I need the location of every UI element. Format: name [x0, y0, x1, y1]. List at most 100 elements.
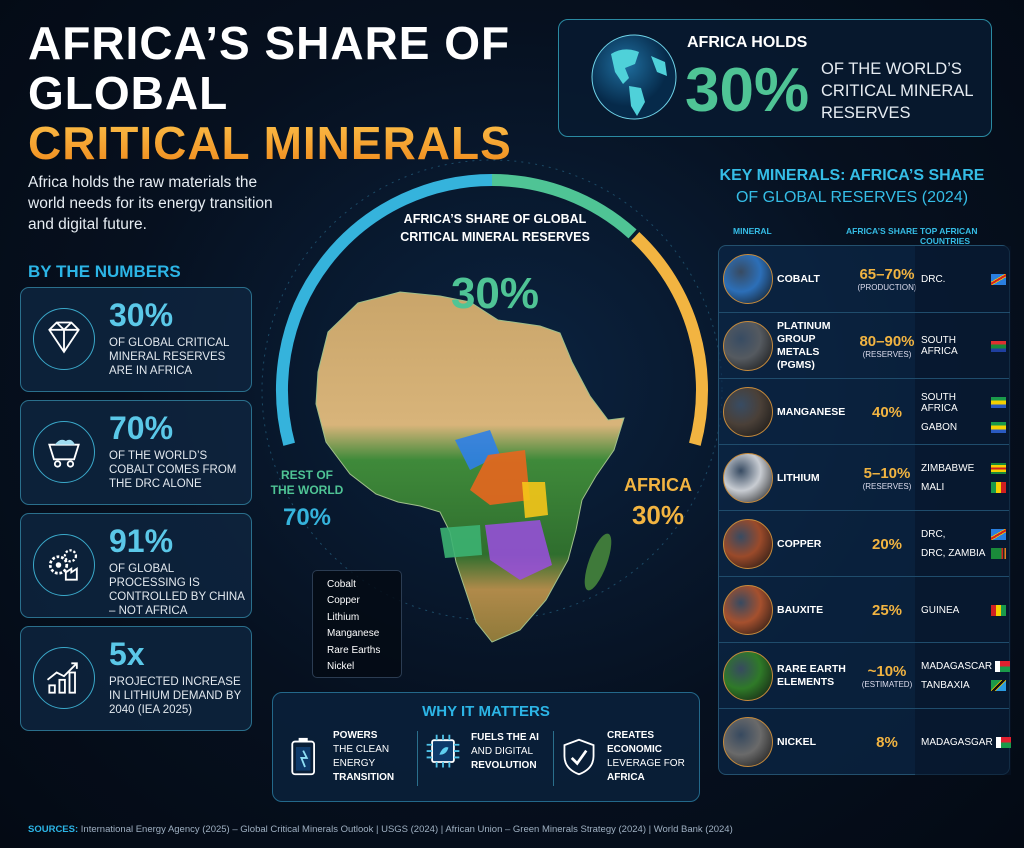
- page-title: AFRICA’S SHARE OF GLOBAL CRITICAL MINERA…: [28, 18, 512, 168]
- mineral-share: 65–70% (PRODUCTION): [857, 246, 916, 312]
- country-name: MALI: [921, 482, 945, 493]
- africa-holds-label: AFRICA HOLDS: [687, 34, 808, 51]
- country-name: DRC,: [921, 529, 946, 540]
- countries-cell: DRC.: [915, 246, 1011, 312]
- mineral-image: [723, 254, 773, 304]
- stat-text: OF GLOBAL CRITICAL MINERAL RESERVES ARE …: [109, 337, 229, 377]
- legend-item: Lithium: [321, 609, 393, 626]
- title-line-1: AFRICA’S SHARE OF: [28, 17, 511, 69]
- countries-cell: SOUTH AFRICA GABON: [915, 379, 1011, 445]
- why-line: REVOLUTION: [471, 760, 537, 771]
- flag-icon: [995, 736, 1011, 748]
- divider: [417, 731, 418, 786]
- share-value: 40%: [871, 403, 903, 421]
- countries-cell: SOUTH AFRICA: [915, 313, 1011, 379]
- why-line: POWERS: [333, 730, 378, 741]
- share-value: 25%: [871, 601, 903, 619]
- mineral-share: 40%: [859, 379, 915, 445]
- region-manganese: [485, 520, 552, 580]
- why-heading: WHY IT MATTERS: [422, 703, 550, 720]
- table-row: NICKEL 8% MADAGASGAR: [719, 708, 1011, 775]
- mineral-name: COBALT: [777, 272, 820, 285]
- header-countries: TOP AFRICAN COUNTRIES: [920, 226, 978, 246]
- flag-icon: [991, 421, 1006, 433]
- country-name: GABON: [921, 421, 958, 433]
- share-value: 8%: [876, 733, 898, 751]
- header-mineral: MINERAL: [733, 226, 772, 236]
- table-row: COBALT 65–70% (PRODUCTION) DRC.: [719, 246, 1011, 312]
- diamond-icon: [33, 308, 95, 370]
- legend-label: Cobalt: [327, 578, 356, 590]
- region-rare-earths: [522, 482, 548, 518]
- mineral-name: PLATINUM GROUP METALS (PGMS): [777, 320, 831, 371]
- stat-value: 5x: [109, 636, 145, 672]
- share-note: (ESTIMATED): [861, 680, 913, 689]
- stat-value: 30%: [109, 297, 174, 333]
- mineral-share: 8%: [859, 709, 915, 775]
- key-minerals-subtitle: OF GLOBAL RESERVES (2024): [735, 189, 969, 206]
- why-line: TRANSITION: [333, 772, 395, 783]
- gauge-arc-mid: [491, 174, 637, 239]
- stat-card: 30% OF GLOBAL CRITICAL MINERAL RESERVES …: [20, 287, 252, 392]
- table-row: PLATINUM GROUP METALS (PGMS) 80–90% (RESE…: [719, 312, 1011, 379]
- stat-value: 70%: [109, 410, 174, 446]
- chip-icon: [426, 734, 460, 768]
- country: TANBAXIA: [921, 680, 1011, 691]
- why-it-matters-box: WHY IT MATTERS POWERS THE CLEAN ENERGY TRA…: [272, 692, 700, 802]
- countries-cell: GUINEA: [915, 577, 1011, 643]
- why-line: AND DIGITAL: [471, 746, 534, 757]
- by-the-numbers-heading: BY THE NUMBERS: [28, 262, 181, 281]
- countries-cell: MADAGASCAR TANBAXIA: [915, 643, 1011, 709]
- region-lithium: [440, 525, 482, 558]
- table-row: LITHIUM 5–10% (RESERVES) ZIMBABWE MALI: [719, 444, 1011, 511]
- gauge-arc-africa: [631, 232, 708, 446]
- legend-item: Rare Earths: [321, 642, 393, 659]
- country: ZIMBABWE: [921, 463, 1011, 474]
- africa-holds-text: OF THE WORLD’S CRITICAL MINERAL RESERVES: [821, 60, 973, 122]
- sources: SOURCES: International Energy Agency (20…: [28, 824, 733, 835]
- country-name: TANBAXIA: [921, 680, 970, 691]
- legend-item: Manganese: [321, 626, 393, 643]
- mineral-image: [723, 387, 773, 437]
- flag-icon: [995, 661, 1011, 672]
- stat-text: OF GLOBAL PROCESSING IS CONTROLLED BY CH…: [109, 563, 245, 617]
- share-value: 80–90%: [859, 333, 915, 350]
- why-item: CREATES ECONOMIC LEVERAGE FOR AFRICA: [559, 729, 689, 785]
- share-value: 20%: [871, 535, 903, 553]
- flag-icon: [991, 604, 1006, 616]
- table-row: COPPER 20% DRC, DRC, ZAMBIA: [719, 510, 1011, 577]
- sources-label: SOURCES:: [28, 824, 79, 835]
- share-value: 5–10%: [863, 465, 911, 482]
- mineral-share: ~10% (ESTIMATED): [859, 643, 915, 709]
- share-note: (RESERVES): [862, 482, 912, 491]
- africa-label: AFRICA: [624, 475, 692, 495]
- stat-card: 91% OF GLOBAL PROCESSING IS CONTROLLED B…: [20, 513, 252, 618]
- why-line: FUELS THE AI: [471, 732, 539, 743]
- madagascar: [584, 533, 612, 591]
- legend-item: Cobalt: [321, 576, 393, 593]
- country-name: GUINEA: [921, 604, 960, 616]
- why-item: FUELS THE AI AND DIGITAL REVOLUTION: [423, 729, 553, 775]
- subtitle: Africa holds the raw materials the world…: [28, 174, 273, 233]
- divider: [553, 731, 554, 786]
- legend-item: Nickel: [321, 659, 393, 676]
- why-line: AFRICA: [607, 772, 645, 783]
- share-value: ~10%: [867, 663, 907, 680]
- flag-icon: [991, 482, 1006, 493]
- mineral-share: 20%: [859, 511, 915, 577]
- flag-icon: [991, 340, 1006, 352]
- country: MALI: [921, 482, 1011, 493]
- gauge-arc-rest: [276, 174, 493, 446]
- mineral-name: MANGANESE: [777, 405, 846, 418]
- flag-icon: [991, 463, 1006, 474]
- globe-icon: [591, 34, 677, 120]
- countries-cell: DRC, DRC, ZAMBIA: [915, 511, 1011, 577]
- growth-chart-icon: [33, 647, 95, 709]
- flag-icon: [991, 680, 1006, 691]
- country: DRC.: [921, 273, 1011, 285]
- share-value: 65–70%: [859, 266, 915, 283]
- header-share: AFRICA’S SHARE: [846, 226, 918, 236]
- map-legend: Cobalt Copper Lithium Manganese Rare Earths N…: [312, 570, 402, 678]
- country-name: SOUTH AFRICA: [921, 335, 958, 357]
